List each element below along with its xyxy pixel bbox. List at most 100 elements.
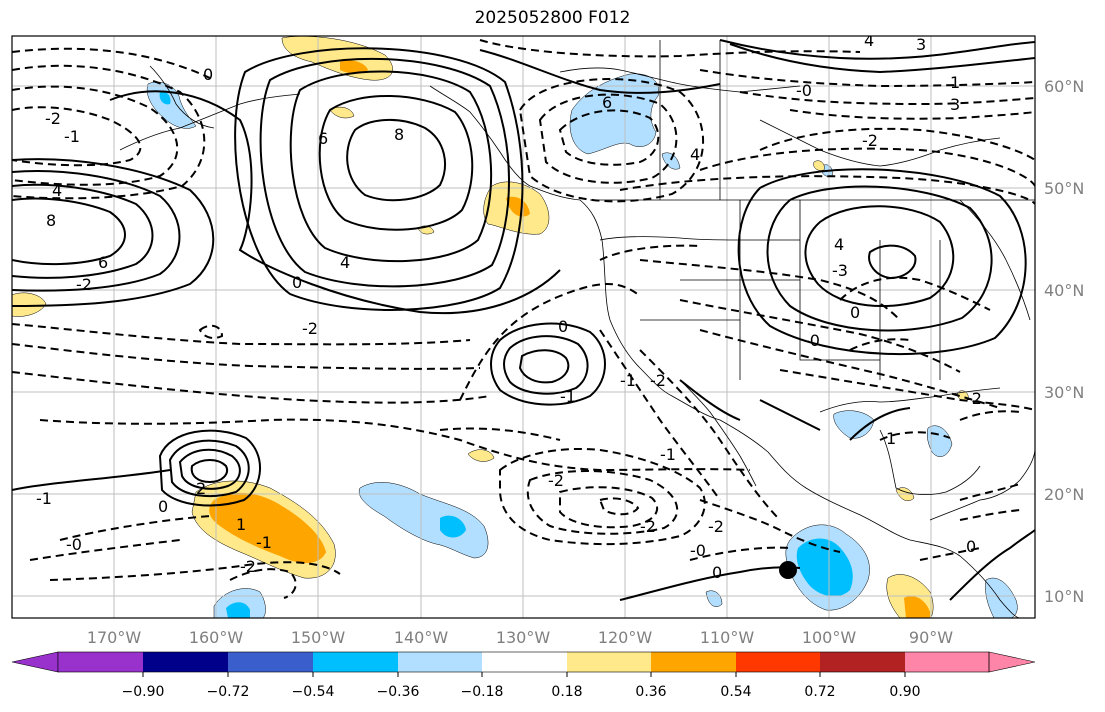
contour-label-4: 4 [690,145,700,164]
colorbar-tick-label: −0.72 [207,684,250,700]
colorbar-segment [313,652,398,672]
contour-label-neg1: -1 [64,127,80,146]
contour-label-neg0: -0 [804,331,820,350]
lat-label: 60°N [1044,77,1084,96]
contour-label-4: 4 [834,235,844,254]
colorbar-tick-label: 0.72 [804,684,835,700]
shade-positive-strong [506,196,530,217]
shade-negative-light [661,152,681,170]
contour-label-6: 6 [98,253,108,272]
contour-label-1: 1 [886,429,896,448]
lon-label: 130°W [496,628,551,647]
shade-positive-light [329,106,355,119]
colorbar-segment [905,652,989,672]
contour-label-neg2: -2 [240,557,256,576]
gridlines [12,36,1035,618]
shade-positive-light [813,160,825,171]
lon-label: 90°W [909,628,953,647]
colorbar-tick-label: 0.54 [720,684,751,700]
contour-label-4: 4 [52,181,62,200]
shade-negative-light [569,73,660,155]
lon-label: 170°W [87,628,142,647]
contour-label-8: 8 [46,211,56,230]
contour-label-neg1: -1 [256,533,272,552]
contour-label-1: 1 [236,515,246,534]
map-title: 2025052800 F012 [474,8,631,28]
contour-label-8: 8 [394,125,404,144]
contour-label-neg3: -3 [832,261,848,280]
lon-label: 160°W [189,628,244,647]
location-marker [779,561,797,579]
contour-label-neg2: -2 [966,389,982,408]
contour-label-neg1: -1 [660,445,676,464]
contour-label-neg1: -1 [560,387,576,406]
shade-positive-strong [904,595,930,618]
colorbar-tick-label: 0.18 [551,684,582,700]
lon-label: 150°W [291,628,346,647]
contour-label-neg2: -2 [302,319,318,338]
contour-label-6: 6 [602,93,612,112]
lon-label: 140°W [394,628,449,647]
shade-positive-light [12,292,47,317]
colorbar-extend-left [11,651,59,673]
lat-label: 10°N [1044,587,1084,606]
contour-label-neg2: -2 [45,109,61,128]
contour-label-neg1: -1 [620,371,636,390]
colorbar-segment [228,652,313,672]
colorbar: −0.90 −0.72 −0.54 −0.36 −0.18 0.18 0.36 … [11,651,1036,700]
colorbar-tick-label: 0.90 [889,684,920,700]
contour-label-0: 0 [292,273,302,292]
colorbar-tick-label: −0.90 [122,684,165,700]
contour-label-neg2: -2 [862,131,878,150]
shade-negative-strong [796,538,853,597]
shade-negative-strong [440,515,466,538]
contour-label-4: 4 [864,31,874,50]
colorbar-segment [736,652,820,672]
colorbar-segment [58,652,143,672]
colorbar-segment [651,652,736,672]
contour-label-neg0: -0 [690,541,706,560]
contour-label-1: 1 [950,73,960,92]
contours-positive [12,39,1035,601]
colorbar-frame [57,651,990,673]
lat-label: 30°N [1044,383,1084,402]
contour-label-neg2: -2 [650,371,666,390]
contour-label-3: 3 [916,35,926,54]
shade-negative-light [985,577,1018,618]
contour-label-neg0: -0 [66,535,82,554]
contour-label-neg2: -2 [76,275,92,294]
contour-label-neg2: -2 [640,517,656,536]
shade-positive-strong [209,492,326,564]
contour-label-neg1: -1 [36,489,52,508]
contour-label-6: 6 [318,129,328,148]
colorbar-ticks [142,672,906,677]
contour-labels: 0 -2 -1 4 8 6 -2 6 8 4 0 -2 4 3 -0 1 3 6… [36,31,982,582]
colorbar-extend-right [988,651,1036,673]
contour-label-neg0: -0 [796,81,812,100]
lat-label: 40°N [1044,281,1084,300]
lon-label: 100°W [802,628,857,647]
contour-label-0: 0 [850,303,860,322]
colorbar-tick-label: −0.18 [461,684,504,700]
contour-label-neg2: -2 [708,517,724,536]
lat-label: 50°N [1044,179,1084,198]
contour-label-0: 0 [712,563,722,582]
shade-positive-strong [340,60,368,74]
latitude-labels: 60°N 50°N 40°N 30°N 20°N 10°N [1044,77,1084,606]
shade-negative-light [833,410,875,439]
contour-label-neg2: -2 [548,471,564,490]
contour-label-0: 0 [558,317,568,336]
contour-label-0: 0 [203,65,213,84]
contour-label-0: 0 [966,537,976,556]
contour-label-2: 2 [196,479,206,498]
contour-label-4: 4 [340,253,350,272]
colorbar-segment [398,652,482,672]
shade-negative-strong [226,602,250,618]
shade-negative-light [705,590,723,607]
shade-negative-light [146,81,197,129]
colorbar-segment [482,652,567,672]
contour-label-0: 0 [158,497,168,516]
shade-positive-light [467,449,495,462]
lon-label: 110°W [700,628,755,647]
